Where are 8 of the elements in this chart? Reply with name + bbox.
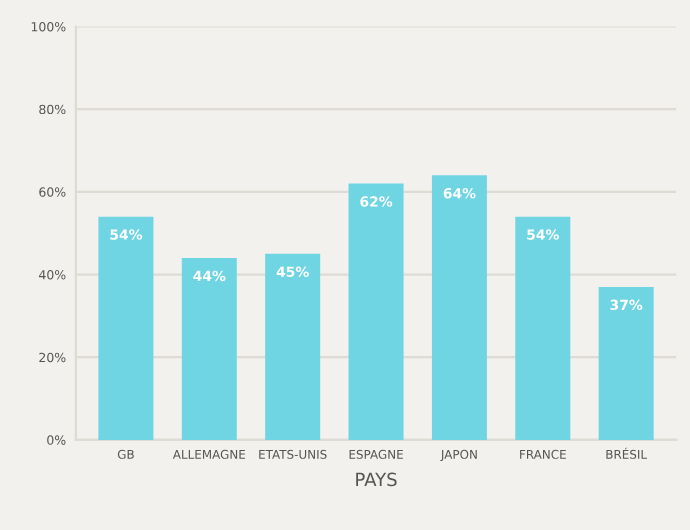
bar <box>265 253 321 440</box>
bar <box>98 216 154 440</box>
bar <box>431 175 487 440</box>
x-axis-title: PAYS <box>356 472 397 487</box>
bar <box>181 258 237 440</box>
bar <box>515 216 571 440</box>
bar <box>598 286 654 440</box>
bar <box>348 183 404 440</box>
